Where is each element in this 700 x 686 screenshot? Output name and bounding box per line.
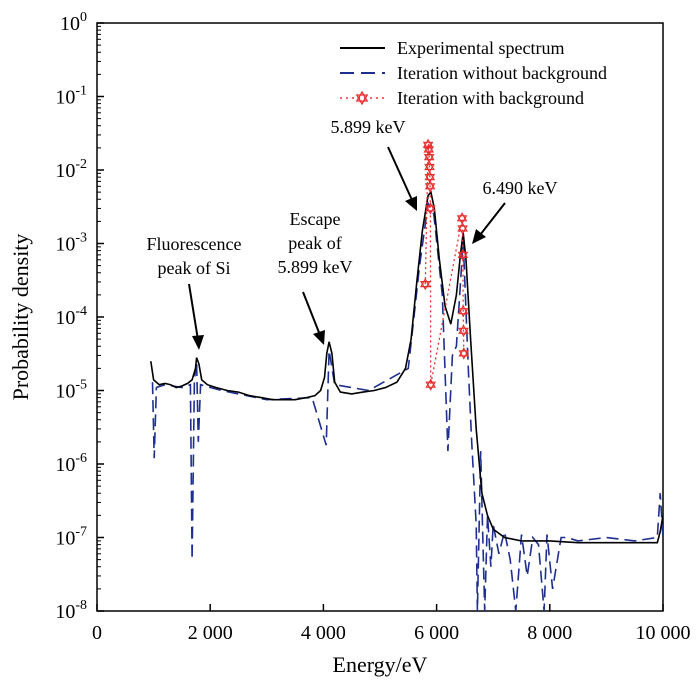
- series-line-experimental: [150, 190, 663, 544]
- annotation-fluorescence: Fluorescence peak of Si: [147, 234, 242, 350]
- y-tick-label: 10-1: [55, 84, 87, 109]
- annotation-peak-5899-label: 5.899 keV: [331, 117, 406, 137]
- annotation-escape-arrowhead: [313, 330, 325, 345]
- annotation-peak-5899-arrow: [387, 146, 413, 201]
- annotation-peak-5899-arrowhead: [405, 196, 417, 211]
- y-axis: 100 10-1 10-2 10-3 10-4 10-5 10-6 10-7 10-8: [55, 10, 104, 623]
- series-marker: [457, 222, 468, 235]
- annotation-escape-line3: 5.899 keV: [278, 257, 353, 277]
- series-marker: [457, 248, 469, 262]
- series-marker: [419, 277, 431, 291]
- x-tick-label: 10 000: [636, 622, 691, 644]
- annotation-escape-line2: peak of: [288, 233, 341, 253]
- series-marker: [458, 324, 469, 338]
- annotation-peak-6490-arrowhead: [472, 229, 486, 244]
- annotation-peak-6490: 6.490 keV: [472, 178, 558, 244]
- annotation-peak-6490-label: 6.490 keV: [483, 178, 558, 198]
- y-tick-label: 10-5: [55, 378, 87, 403]
- y-tick-label: 10-8: [55, 598, 87, 623]
- y-axis-title: Probability density: [8, 234, 33, 401]
- x-axis: 0 2 000 4 000 6 000 8 000 10 000: [92, 604, 691, 644]
- series-marker: [456, 212, 468, 225]
- plot-area: [96, 22, 664, 612]
- series-marker: [425, 378, 437, 391]
- annotation-fluorescence-arrowhead: [192, 335, 204, 350]
- series-marker: [458, 347, 470, 360]
- series-marker: [457, 304, 469, 318]
- annotation-peak-6490-arrow: [479, 202, 506, 236]
- legend-marker-with-background: [355, 90, 369, 106]
- series-marker: [424, 170, 436, 184]
- x-tick-label: 0: [92, 622, 102, 644]
- y-tick-label: 100: [60, 10, 87, 35]
- series-line-without-background: [151, 200, 663, 611]
- x-axis-title: Energy/eV: [333, 652, 428, 677]
- legend-label-without-background: Iteration without background: [397, 63, 607, 83]
- series-marker: [424, 160, 435, 174]
- legend-label-experimental: Experimental spectrum: [397, 38, 564, 58]
- series-marker: [424, 180, 436, 193]
- legend: Experimental spectrum Iteration without …: [340, 38, 607, 108]
- legend-label-with-background: Iteration with background: [397, 88, 584, 108]
- x-tick-label: 2 000: [188, 622, 233, 644]
- annotation-fluorescence-arrow: [188, 283, 199, 341]
- y-tick-label: 10-2: [55, 157, 87, 182]
- annotation-escape-peak: Escape peak of 5.899 keV: [278, 209, 353, 345]
- series-clip-group: [150, 138, 663, 611]
- annotation-peak-5899: 5.899 keV: [331, 117, 417, 211]
- y-tick-label: 10-6: [55, 451, 87, 476]
- x-tick-label: 6 000: [414, 622, 459, 644]
- series-layer: [150, 138, 663, 611]
- annotation-fluorescence-line1: Fluorescence: [147, 234, 242, 254]
- annotation-escape-arrow: [302, 291, 321, 336]
- x-tick-label: 4 000: [301, 622, 346, 644]
- x-tick-label: 8 000: [527, 622, 572, 644]
- y-tick-label: 10-4: [55, 304, 87, 329]
- series-marker: [425, 202, 436, 215]
- y-tick-label: 10-3: [55, 231, 87, 256]
- annotation-fluorescence-line2: peak of Si: [158, 258, 231, 278]
- series-marker: [423, 150, 435, 164]
- annotation-escape-line1: Escape: [290, 209, 341, 229]
- y-tick-label: 10-7: [55, 525, 87, 550]
